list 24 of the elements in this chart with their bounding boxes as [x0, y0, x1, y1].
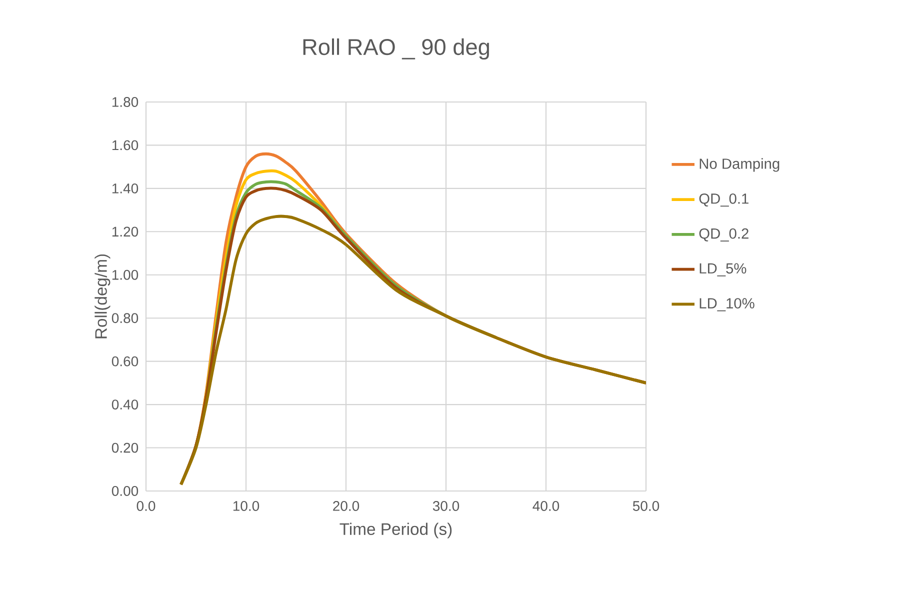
legend-label: QD_0.2	[699, 228, 748, 242]
y-tick-label: 0.00	[112, 486, 138, 496]
x-tick-label: 40.0	[532, 501, 560, 511]
legend-label: LD_10%	[700, 298, 754, 312]
y-axis-title: Roll(deg/m)	[94, 254, 110, 338]
legend-label: QD_0.1	[699, 193, 748, 207]
y-tick-label: 0.80	[112, 313, 138, 324]
x-tick-label: 0.0	[136, 501, 156, 511]
x-tick-label: 20.0	[333, 501, 360, 511]
y-tick-label: 0.20	[112, 442, 138, 453]
y-tick-label: 0.60	[112, 356, 138, 366]
y-tick-label: 1.20	[112, 226, 138, 237]
x-tick-label: 30.0	[432, 501, 460, 511]
x-tick-label: 10.0	[233, 501, 260, 511]
y-tick-label: 1.60	[112, 140, 138, 150]
legend-label: No Damping	[700, 158, 780, 172]
y-tick-label: 1.80	[112, 97, 138, 107]
x-tick-label: 50.0	[632, 501, 660, 511]
legend-label: LD_5%	[700, 263, 746, 276]
y-tick-label: 1.00	[112, 270, 138, 280]
x-axis-title: Time Period (s)	[340, 522, 452, 538]
y-tick-label: 1.40	[112, 183, 138, 194]
y-tick-label: 0.40	[112, 400, 138, 410]
chart-title: Roll RAO _ 90 deg	[303, 38, 489, 60]
